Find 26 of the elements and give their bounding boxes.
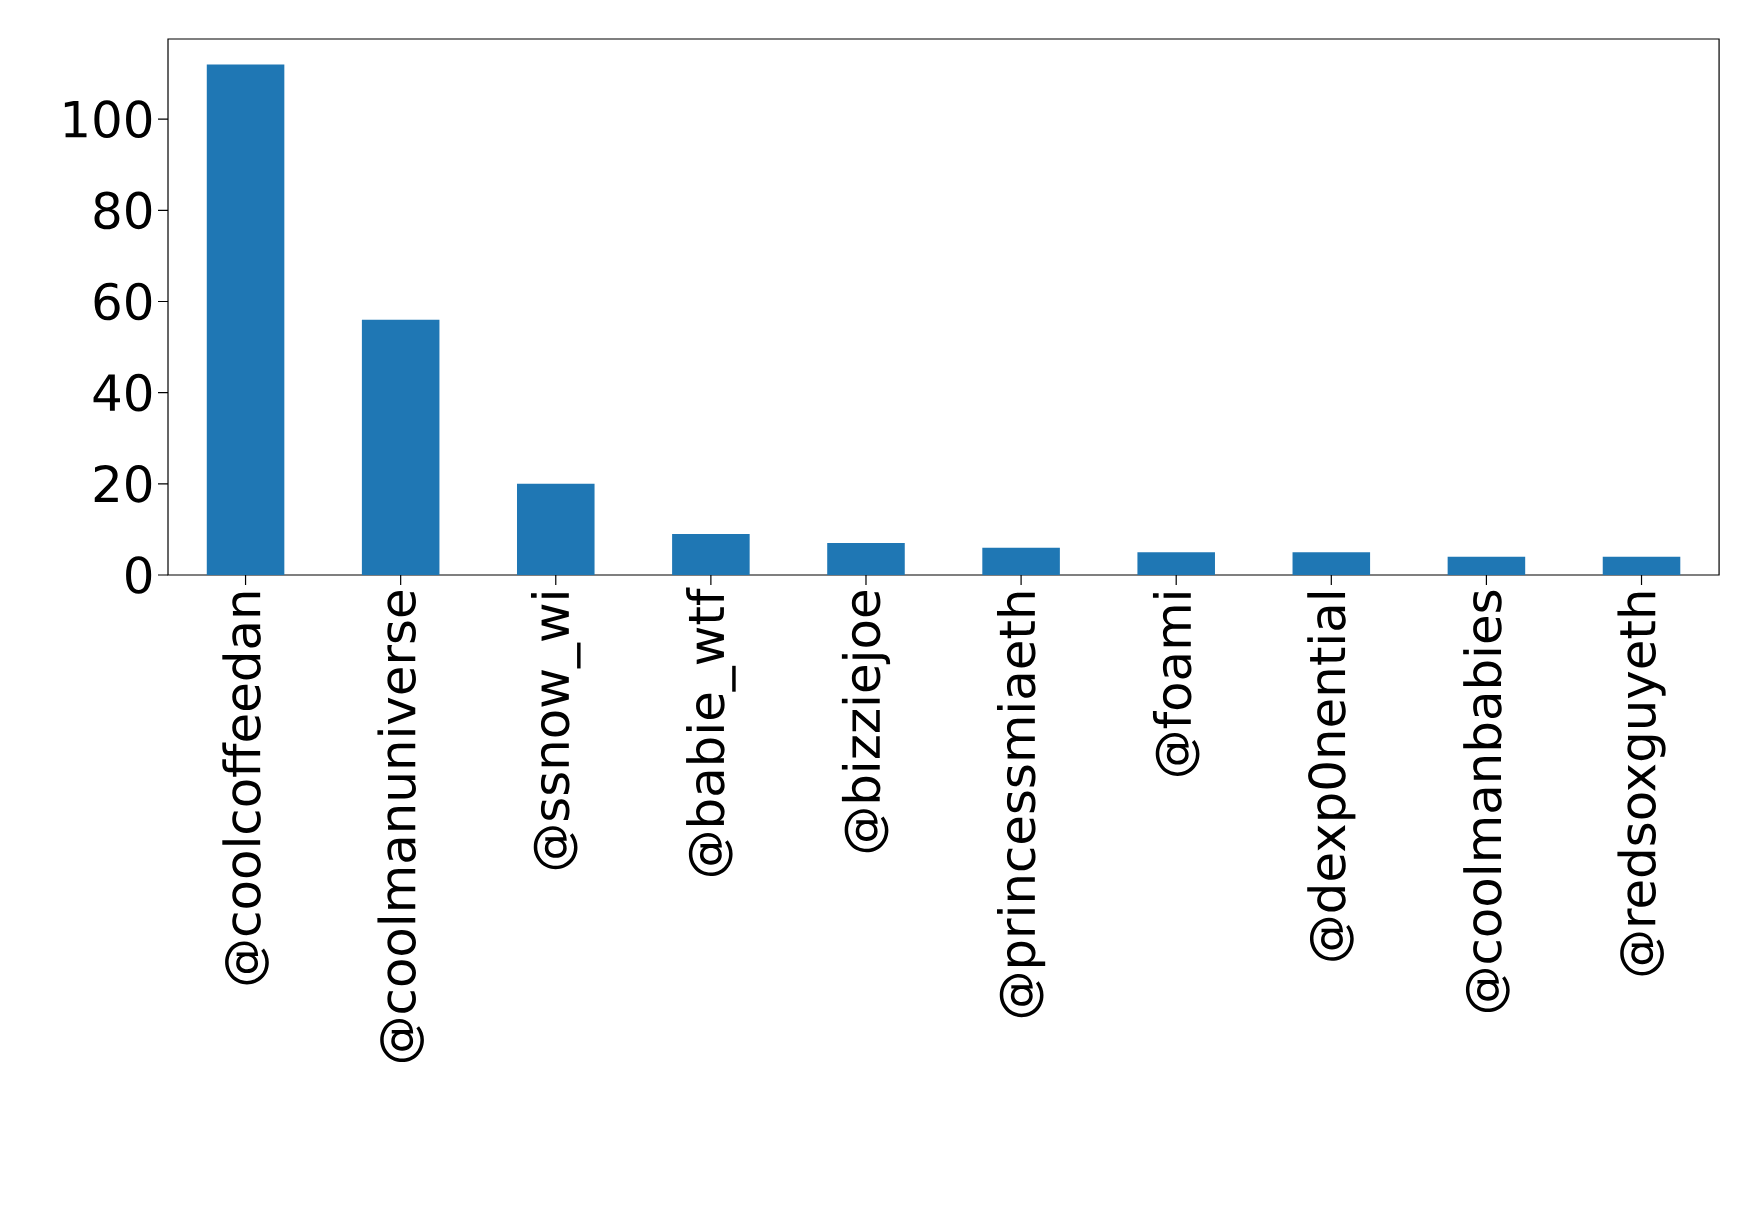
x-tick-label: @coolmanbabies — [1463, 590, 1510, 1013]
bar — [1447, 556, 1526, 575]
y-tick-label: 40 — [93, 373, 152, 412]
y-tick-label: 20 — [94, 465, 152, 503]
y-tick-label: 80 — [94, 191, 152, 230]
y-tick-label: 60 — [94, 282, 152, 321]
bar — [672, 533, 750, 575]
bar — [1292, 552, 1371, 575]
bar — [1137, 552, 1215, 575]
x-tick-label: @babie_wtf — [686, 587, 736, 877]
x-tick-label: @foami — [1152, 593, 1200, 776]
bar — [206, 64, 285, 575]
x-tick-label: @bizziejoe — [841, 591, 891, 853]
bar — [982, 547, 1060, 575]
y-tick-label: 0 — [126, 556, 152, 594]
x-tick-label: @redsoxguyeth — [1617, 592, 1666, 976]
x-tick-label: @dexp0nential — [1307, 593, 1356, 961]
x-tick-label: @ssnow_wi — [530, 593, 581, 870]
bar — [517, 483, 595, 575]
x-tick-label: @princessmiaeth — [996, 592, 1046, 1018]
bar — [827, 543, 905, 575]
bar — [1602, 556, 1681, 575]
x-tick-label: @coolmanuniverse — [377, 591, 424, 1063]
x-tick-label: @coolcoffeedan — [222, 592, 269, 985]
y-tick-label: 100 — [64, 100, 152, 139]
bar — [361, 319, 440, 575]
